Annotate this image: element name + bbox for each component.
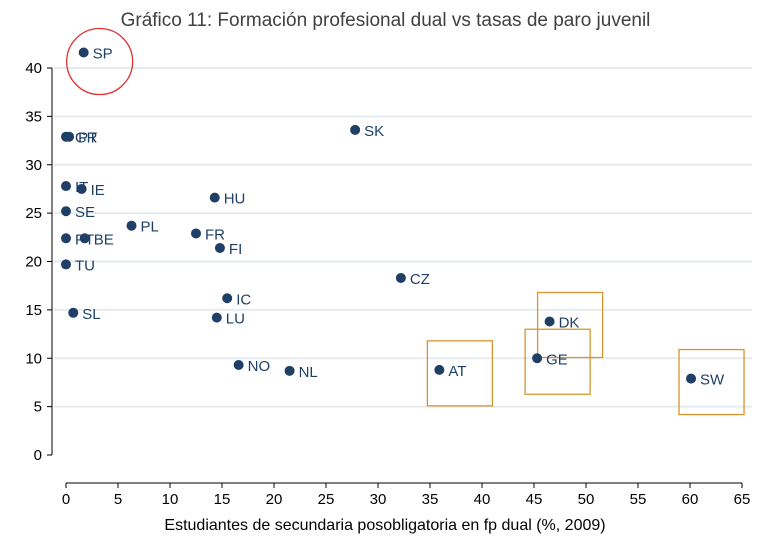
data-point bbox=[395, 272, 406, 283]
x-tick-label: 35 bbox=[422, 491, 439, 508]
point-label: PT bbox=[78, 130, 97, 147]
point-layer: SPGRPTSKITIEHUSEPLFRPTBEFITUCZICSLLUDKGE… bbox=[61, 46, 725, 389]
data-point bbox=[76, 183, 87, 194]
data-point bbox=[222, 293, 233, 304]
point-label: NO bbox=[248, 358, 271, 375]
chart-title: Gráfico 11: Formación profesional dual v… bbox=[120, 10, 651, 31]
point-label: BE bbox=[94, 231, 114, 248]
data-point bbox=[61, 233, 71, 244]
data-point bbox=[686, 373, 697, 384]
data-point bbox=[191, 228, 201, 239]
point-label: PL bbox=[141, 219, 159, 236]
x-tick-label: 30 bbox=[370, 491, 387, 508]
x-tick-label: 65 bbox=[734, 491, 751, 508]
y-tick-label: 30 bbox=[25, 157, 42, 174]
data-point bbox=[68, 307, 79, 318]
y-tick-label: 35 bbox=[25, 108, 42, 125]
y-tick-label: 40 bbox=[25, 60, 42, 77]
y-tick-label: 5 bbox=[34, 399, 42, 416]
data-point bbox=[350, 124, 361, 135]
point-label: IC bbox=[236, 291, 251, 308]
point-label: SE bbox=[75, 204, 95, 221]
point-label: FR bbox=[205, 226, 225, 243]
data-point bbox=[78, 47, 89, 58]
y-tick-label: 25 bbox=[25, 205, 42, 222]
point-label: SW bbox=[700, 372, 725, 389]
data-point bbox=[214, 242, 225, 253]
x-tick-label: 45 bbox=[526, 491, 543, 508]
x-axis-title: Estudiantes de secundaria posobligatoria… bbox=[164, 517, 605, 534]
point-label: HU bbox=[224, 191, 246, 208]
data-point bbox=[64, 131, 75, 142]
point-label: LU bbox=[226, 311, 245, 328]
x-tick-label: 60 bbox=[682, 491, 699, 508]
point-label: NL bbox=[299, 364, 318, 381]
x-tick-label: 5 bbox=[114, 491, 122, 508]
point-label: CZ bbox=[410, 271, 430, 288]
point-label: TU bbox=[75, 257, 95, 274]
x-tick-label: 20 bbox=[266, 491, 283, 508]
y-tick-label: 20 bbox=[25, 254, 42, 271]
highlight-square bbox=[678, 348, 745, 416]
highlight-square bbox=[524, 328, 591, 395]
axis-layer: 0 5 10 15 20 25 30 35 40 0 5 10 15 20 25 30 35 40 45 50 55 60… bbox=[25, 60, 750, 508]
data-point bbox=[211, 312, 222, 323]
data-point bbox=[434, 364, 445, 375]
data-point bbox=[544, 316, 555, 327]
grid-layer bbox=[54, 67, 752, 408]
data-point bbox=[209, 192, 220, 203]
point-label: GE bbox=[546, 351, 568, 368]
y-tick-label: 0 bbox=[34, 447, 42, 464]
point-label: FI bbox=[229, 241, 242, 258]
data-point bbox=[233, 360, 244, 371]
point-label: GR bbox=[75, 130, 98, 147]
data-point bbox=[61, 181, 71, 192]
x-tick-label: 25 bbox=[318, 491, 335, 508]
data-point bbox=[61, 206, 71, 217]
data-point bbox=[79, 233, 90, 244]
y-tick-label: 15 bbox=[25, 302, 42, 319]
data-point bbox=[61, 259, 71, 270]
data-point bbox=[126, 220, 137, 231]
point-label: SP bbox=[93, 46, 113, 63]
y-tick-label: 10 bbox=[25, 350, 42, 367]
highlight-square bbox=[536, 291, 604, 359]
point-label: AT bbox=[448, 363, 466, 380]
highlight-circle bbox=[66, 27, 134, 96]
x-tick-label: 15 bbox=[214, 491, 231, 508]
point-label: SL bbox=[82, 306, 100, 323]
x-tick-label: 0 bbox=[62, 491, 70, 508]
x-tick-label: 55 bbox=[630, 491, 647, 508]
highlight-square bbox=[426, 340, 494, 407]
data-point bbox=[532, 353, 543, 364]
point-label: IE bbox=[91, 182, 105, 199]
point-label: DK bbox=[559, 314, 580, 331]
highlight-layer bbox=[66, 27, 745, 416]
x-tick-label: 10 bbox=[162, 491, 179, 508]
point-label: SK bbox=[364, 123, 384, 140]
x-tick-label: 40 bbox=[474, 491, 491, 508]
data-point bbox=[284, 365, 295, 376]
x-tick-label: 50 bbox=[578, 491, 595, 508]
